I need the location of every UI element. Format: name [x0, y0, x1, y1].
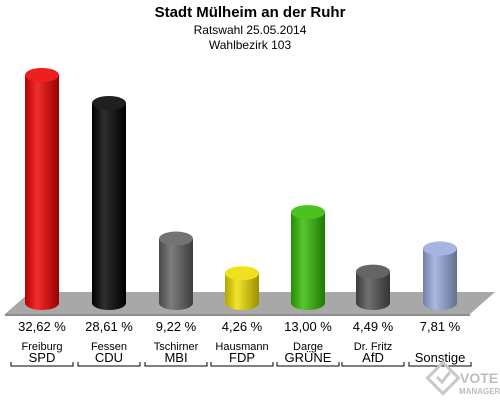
value-label: 7,81 % — [420, 319, 461, 334]
category-bracket — [276, 362, 340, 367]
category-bracket — [144, 362, 208, 367]
party-label: MBI — [164, 350, 187, 365]
party-label: FDP — [229, 350, 255, 365]
value-label: 32,62 % — [18, 319, 66, 334]
party-label: SPD — [29, 350, 56, 365]
chart-district: Wahlbezirk 103 — [208, 38, 292, 52]
candidate-label: Hausmann — [215, 341, 268, 353]
bar-fdp — [225, 266, 259, 310]
value-label: 13,00 % — [284, 319, 332, 334]
category-bracket — [10, 362, 74, 367]
value-label: 4,26 % — [222, 319, 263, 334]
value-label: 9,22 % — [156, 319, 197, 334]
bar-mbi — [159, 231, 193, 310]
value-label: 4,49 % — [353, 319, 394, 334]
chart-title: Stadt Mülheim an der Ruhr — [154, 4, 346, 21]
chart-subtitle: Ratswahl 25.05.2014 — [193, 23, 307, 37]
chart-floor-edge — [5, 314, 470, 316]
logo-manager: MANAGER — [459, 387, 500, 396]
logo-vote: VOTE — [460, 370, 498, 386]
candidate-label: Darge — [293, 341, 323, 353]
category-bracket — [341, 362, 405, 367]
bar-cdu — [92, 96, 126, 311]
value-label: 28,61 % — [85, 319, 133, 334]
candidate-label: Freiburg — [22, 341, 63, 353]
bar-grüne — [291, 205, 325, 310]
bar-spd — [25, 68, 59, 310]
vote-manager-logo: VOTE MANAGER — [425, 360, 500, 396]
party-label: CDU — [95, 350, 123, 365]
candidate-label: Fessen — [91, 341, 127, 353]
candidate-label: Tschirner — [154, 341, 199, 353]
category-bracket — [210, 362, 274, 367]
party-label: GRÜNE — [285, 350, 332, 365]
category-bracket — [77, 362, 141, 367]
bar-sonstige — [423, 241, 457, 310]
party-label: AfD — [362, 350, 384, 365]
party-label: Sonstige — [415, 350, 466, 365]
bar-afd — [356, 264, 390, 310]
candidate-label: Dr. Fritz — [354, 341, 393, 353]
